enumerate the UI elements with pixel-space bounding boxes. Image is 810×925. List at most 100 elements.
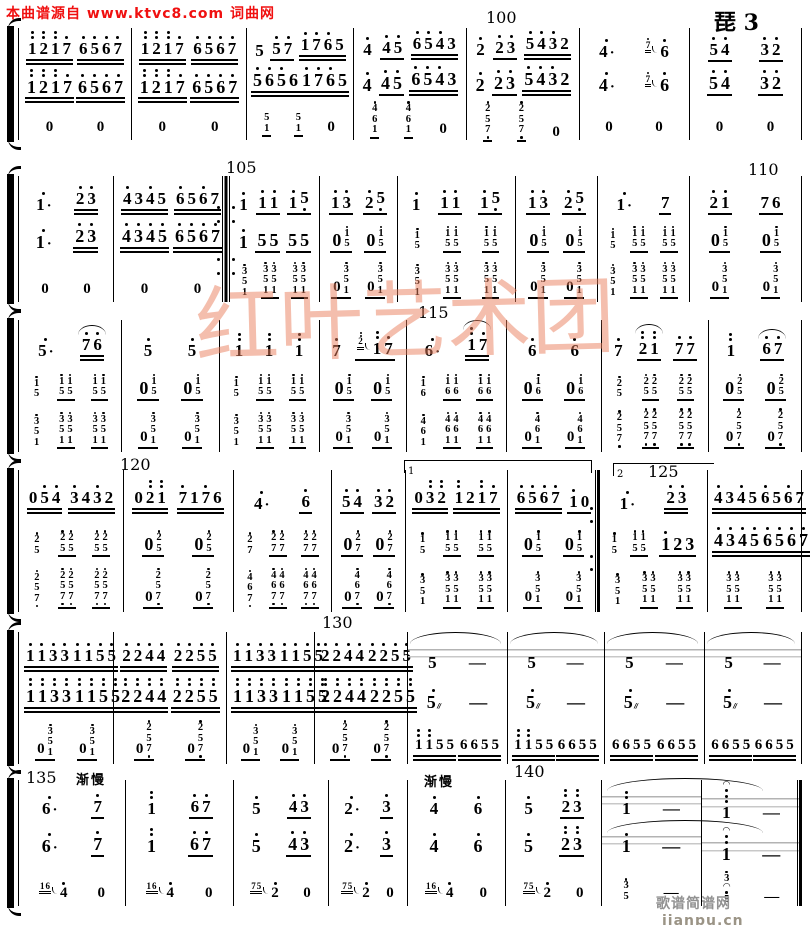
digit-row: 4 <box>737 489 746 507</box>
digit: 2 <box>146 722 152 733</box>
digit-row: 6 <box>577 425 582 436</box>
note: 3 <box>492 261 497 275</box>
note-token: 2 <box>152 68 161 97</box>
digit-row: 5 <box>484 274 489 286</box>
note: 5 <box>576 584 581 596</box>
note-token: 1 <box>292 642 300 665</box>
digit-row: 1 <box>90 747 95 759</box>
note: 1 <box>484 285 489 297</box>
note: 5 <box>650 584 655 596</box>
note: 0 <box>140 430 148 446</box>
digit-row: 5 <box>335 36 344 54</box>
note: 5 <box>296 112 301 124</box>
octave-dot <box>42 68 45 72</box>
digit-row: 5 <box>650 584 655 596</box>
note: 1 <box>48 747 53 759</box>
note: 5 <box>420 586 425 598</box>
octave-dots-above <box>446 261 449 265</box>
digit-row: 0 <box>333 279 341 296</box>
note: 6 <box>265 66 274 90</box>
octave-dot <box>53 31 57 34</box>
digit-row: 4 <box>535 414 540 426</box>
octave-dot <box>347 411 350 415</box>
octave-dots-above <box>317 66 320 71</box>
note: 1 <box>140 68 149 97</box>
octave-dots-above <box>272 261 276 265</box>
digit: 5 <box>640 542 646 554</box>
note: 1 <box>234 375 239 389</box>
octave-dot <box>633 530 637 533</box>
digit-row: 3 <box>632 264 637 276</box>
note-token: 3 <box>507 34 515 57</box>
octave-dots-above <box>775 225 778 229</box>
note: 5 <box>204 73 213 97</box>
digit: 3 <box>269 686 278 707</box>
note-token: 5 <box>108 642 116 665</box>
digit: 5 <box>241 276 248 287</box>
octave-dot <box>421 532 424 535</box>
digit: 0 <box>158 119 167 136</box>
digit-row: 7 <box>686 339 695 358</box>
digit-row: 5 <box>151 387 156 398</box>
note-token: 7 <box>799 526 808 550</box>
note: 1 <box>245 642 253 665</box>
note: 2 <box>60 567 65 581</box>
digit-row: 6 <box>78 76 87 97</box>
digit-row: 3 <box>49 647 58 665</box>
digit: 3 <box>685 573 692 585</box>
digit-row: 4 <box>382 39 391 57</box>
note: 1 <box>486 373 491 387</box>
digit: 0 <box>580 492 590 512</box>
digit-row: 1 <box>632 532 637 544</box>
octave-dots-above <box>622 191 626 196</box>
digit-row: 1 <box>412 195 421 214</box>
octave-dot <box>687 571 690 574</box>
digit-row: 3 <box>577 264 582 276</box>
digit: 5 <box>195 386 201 398</box>
octave-dot <box>652 335 656 339</box>
note: 7 <box>384 335 393 358</box>
octave-dots-above <box>95 530 99 534</box>
digit: 6 <box>78 76 87 97</box>
octave-dots-above <box>304 567 308 571</box>
octave-dots-above <box>149 222 152 227</box>
digit: 6 <box>271 580 277 592</box>
digit-row: 3 <box>234 416 239 428</box>
digit: 2 <box>495 38 504 57</box>
digit-row: 0 <box>530 279 538 296</box>
octave-dots-above <box>509 34 513 39</box>
note: 1 <box>412 191 421 214</box>
octave-dots-above <box>219 35 222 40</box>
slur-arc-icon <box>463 319 492 330</box>
digit: 4 <box>445 413 451 425</box>
octave-dot <box>196 36 199 39</box>
note: 4 <box>157 642 165 665</box>
note: 2 <box>173 677 182 706</box>
octave-dot <box>616 337 620 341</box>
octave-dot <box>763 37 767 41</box>
octave-dot <box>166 36 170 39</box>
digit: 2 <box>206 532 212 543</box>
octave-dots-above <box>578 530 581 534</box>
octave-dot <box>103 567 107 571</box>
note: 5 <box>156 543 161 555</box>
digit-row: 0 <box>524 430 532 446</box>
octave-dot <box>235 375 238 379</box>
digit-row: 3 <box>760 74 769 93</box>
note: 3 <box>50 677 59 706</box>
digit: 2 <box>155 569 161 581</box>
octave-dots-above <box>647 38 650 41</box>
note-token: 5 <box>111 677 120 706</box>
note-group: 7 <box>612 337 625 361</box>
octave-dots-above <box>386 373 389 377</box>
